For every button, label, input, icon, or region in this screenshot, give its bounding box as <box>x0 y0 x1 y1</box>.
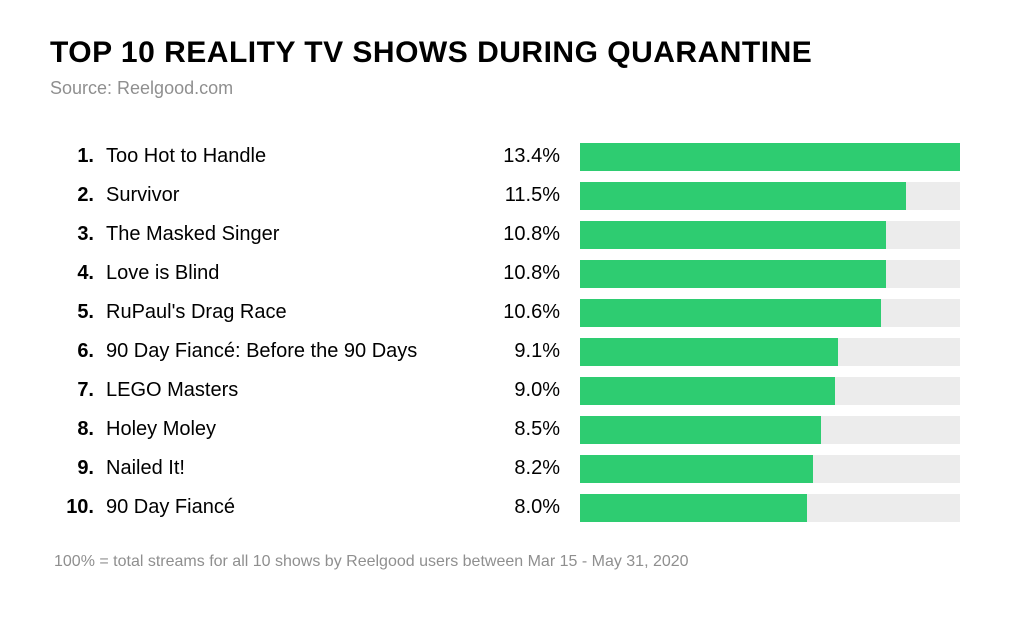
show-name: Nailed It! <box>106 457 486 480</box>
bar-track <box>580 494 960 522</box>
pct-label: 13.4% <box>486 145 580 168</box>
bar-fill <box>580 377 835 405</box>
chart-row: 6.90 Day Fiancé: Before the 90 Days9.1% <box>50 332 974 371</box>
rank-label: 9. <box>50 457 106 480</box>
pct-label: 11.5% <box>486 184 580 207</box>
bar-track <box>580 377 960 405</box>
rank-label: 1. <box>50 145 106 168</box>
chart-row: 8.Holey Moley8.5% <box>50 410 974 449</box>
show-name: LEGO Masters <box>106 379 486 402</box>
rank-label: 4. <box>50 262 106 285</box>
pct-label: 10.6% <box>486 301 580 324</box>
show-name: The Masked Singer <box>106 223 486 246</box>
rank-label: 7. <box>50 379 106 402</box>
show-name: RuPaul's Drag Race <box>106 301 486 324</box>
pct-label: 9.1% <box>486 340 580 363</box>
bar-chart: 1.Too Hot to Handle13.4%2.Survivor11.5%3… <box>50 137 974 527</box>
pct-label: 8.2% <box>486 457 580 480</box>
show-name: Love is Blind <box>106 262 486 285</box>
chart-source: Source: Reelgood.com <box>50 78 974 99</box>
bar-fill <box>580 455 813 483</box>
rank-label: 6. <box>50 340 106 363</box>
bar-track <box>580 416 960 444</box>
bar-track <box>580 221 960 249</box>
rank-label: 3. <box>50 223 106 246</box>
pct-label: 8.0% <box>486 496 580 519</box>
pct-label: 8.5% <box>486 418 580 441</box>
chart-row: 10.90 Day Fiancé8.0% <box>50 488 974 527</box>
chart-footnote: 100% = total streams for all 10 shows by… <box>54 553 974 571</box>
chart-row: 1.Too Hot to Handle13.4% <box>50 137 974 176</box>
rank-label: 2. <box>50 184 106 207</box>
chart-row: 3.The Masked Singer10.8% <box>50 215 974 254</box>
show-name: 90 Day Fiancé <box>106 496 486 519</box>
show-name: Holey Moley <box>106 418 486 441</box>
chart-row: 4.Love is Blind10.8% <box>50 254 974 293</box>
bar-fill <box>580 338 838 366</box>
bar-track <box>580 299 960 327</box>
bar-fill <box>580 143 960 171</box>
chart-row: 9.Nailed It!8.2% <box>50 449 974 488</box>
chart-row: 2.Survivor11.5% <box>50 176 974 215</box>
bar-fill <box>580 221 886 249</box>
show-name: 90 Day Fiancé: Before the 90 Days <box>106 340 486 363</box>
chart-row: 5.RuPaul's Drag Race10.6% <box>50 293 974 332</box>
show-name: Too Hot to Handle <box>106 145 486 168</box>
bar-track <box>580 260 960 288</box>
pct-label: 10.8% <box>486 262 580 285</box>
rank-label: 10. <box>50 496 106 519</box>
bar-fill <box>580 260 886 288</box>
bar-track <box>580 455 960 483</box>
bar-fill <box>580 299 881 327</box>
bar-fill <box>580 182 906 210</box>
bar-fill <box>580 494 807 522</box>
chart-row: 7.LEGO Masters9.0% <box>50 371 974 410</box>
pct-label: 10.8% <box>486 223 580 246</box>
pct-label: 9.0% <box>486 379 580 402</box>
bar-fill <box>580 416 821 444</box>
show-name: Survivor <box>106 184 486 207</box>
chart-title: TOP 10 REALITY TV SHOWS DURING QUARANTIN… <box>50 36 974 70</box>
rank-label: 8. <box>50 418 106 441</box>
rank-label: 5. <box>50 301 106 324</box>
bar-track <box>580 338 960 366</box>
bar-track <box>580 143 960 171</box>
chart-container: TOP 10 REALITY TV SHOWS DURING QUARANTIN… <box>0 0 1024 591</box>
bar-track <box>580 182 960 210</box>
